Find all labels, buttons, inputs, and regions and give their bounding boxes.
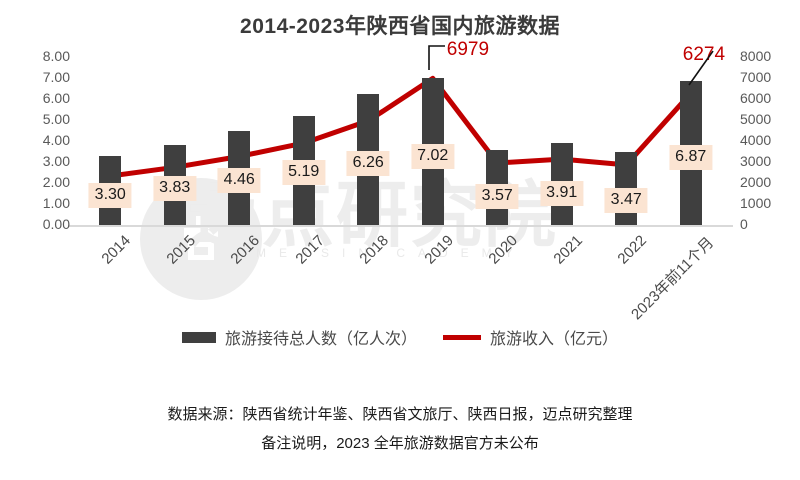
left-axis-tick: 4.00	[42, 132, 70, 148]
legend-item-revenue[interactable]: 旅游收入（亿元）	[443, 325, 618, 349]
legend-item-label: 旅游接待总人数（亿人次）	[224, 331, 417, 348]
left-axis: 0.00 1.00 2.00 3.00 4.00 5.00 6.00 7.00 8.00	[0, 0, 70, 240]
left-axis-tick: 0.00	[42, 216, 70, 232]
bar-value-label-2023年前11个月: 6.87	[669, 145, 713, 170]
bar-value-label-2018: 6.26	[346, 151, 390, 176]
right-axis-tick: 5000	[740, 111, 772, 127]
bar-value-label-2021: 3.91	[540, 181, 584, 206]
legend-bar-swatch-icon	[181, 331, 216, 343]
revenue-line-path	[107, 75, 694, 179]
left-axis-tick: 2.00	[42, 174, 70, 190]
right-axis-tick: 4000	[740, 132, 772, 148]
legend-line-swatch-icon	[443, 334, 481, 340]
bar-value-label-2015: 3.83	[153, 176, 197, 201]
axis-baseline	[68, 225, 733, 227]
left-axis-tick: 5.00	[42, 111, 70, 127]
footer-remark-line: 备注说明，2023 全年旅游数据官方未公布	[261, 435, 539, 453]
left-axis-tick: 1.00	[42, 195, 70, 211]
page-title: 2014-2023年陕西省国内旅游数据	[240, 15, 560, 38]
footer-notes: 数据来源：陕西省统计年鉴、陕西省文旅厅、陕西日报，迈点研究整理 备注说明，202…	[0, 400, 800, 459]
right-axis-tick: 2000	[740, 174, 772, 190]
left-axis-tick: 7.00	[42, 69, 70, 85]
bar-value-label-2017: 5.19	[282, 160, 326, 185]
left-axis-tick: 3.00	[42, 153, 70, 169]
bar-value-label-2016: 4.46	[217, 168, 261, 193]
right-axis-tick: 6000	[740, 90, 772, 106]
left-axis-tick: 6.00	[42, 90, 70, 106]
bar-value-label-2019: 7.02	[411, 144, 455, 169]
right-axis-tick: 0	[740, 216, 748, 232]
right-axis-tick: 3000	[740, 153, 772, 169]
legend-item-visitors[interactable]: 旅游接待总人数（亿人次）	[181, 325, 417, 349]
legend: 旅游接待总人数（亿人次） 旅游收入（亿元）	[0, 325, 800, 349]
line-value-label-2019: 6979	[446, 39, 490, 61]
category-axis: 2014 2015 2016 2017 2018 2019 2020 2021 2022 2023…	[0, 232, 800, 323]
right-axis-tick: 1000	[740, 195, 772, 211]
footer-source-line: 数据来源：陕西省统计年鉴、陕西省文旅厅、陕西日报，迈点研究整理	[167, 406, 633, 423]
legend-item-label: 旅游收入（亿元）	[490, 331, 619, 348]
bar-value-label-2020: 3.57	[475, 184, 519, 209]
left-axis-tick: 8.00	[42, 48, 70, 64]
bar-value-label-2022: 3.47	[604, 188, 648, 213]
callout-leader-2023年前11个月	[688, 50, 714, 86]
callout-leader-2019	[427, 45, 445, 71]
right-axis: 0 1000 2000 3000 4000 5000 6000 7000 8000	[740, 0, 800, 240]
right-axis-tick: 7000	[740, 69, 772, 85]
line-value-label-2023年前11个月: 6274	[682, 44, 726, 66]
bar-value-label-2014: 3.30	[88, 183, 132, 208]
right-axis-tick: 8000	[740, 48, 772, 64]
revenue-line-series	[107, 75, 694, 179]
